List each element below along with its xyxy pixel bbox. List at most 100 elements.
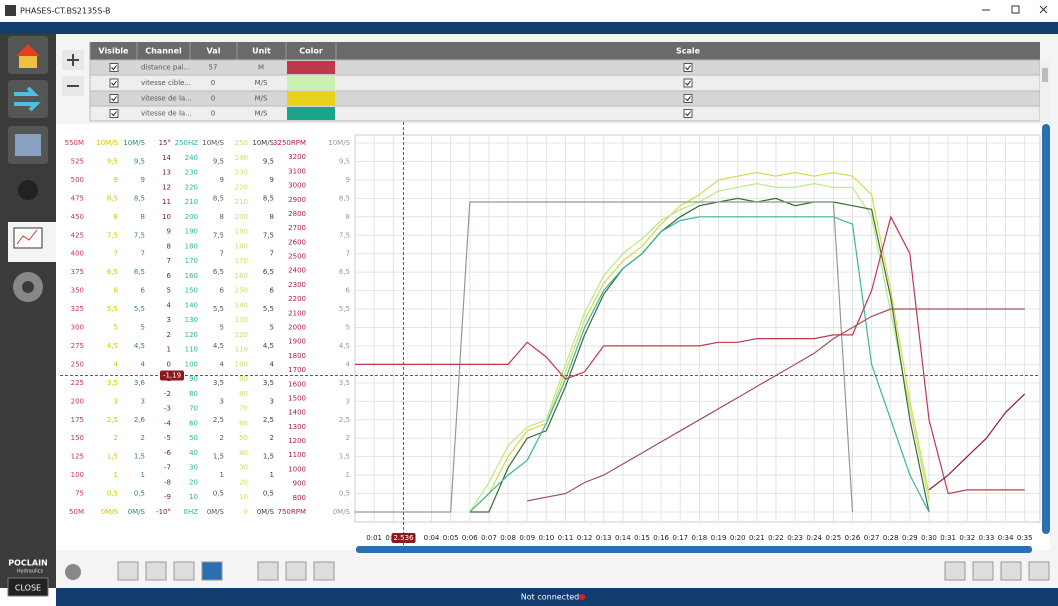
table-row[interactable] — [89, 59, 1041, 76]
scale-label: 2200 — [288, 295, 306, 303]
scale-label: 10 — [162, 213, 171, 221]
toolbar[interactable] — [65, 561, 1050, 581]
scale-label: 2900 — [288, 196, 306, 204]
window-title: PHASES-CT.BS2135S-B — [20, 7, 110, 16]
visible-checkbox[interactable] — [109, 109, 119, 118]
scale-label: 3,6 — [134, 379, 146, 387]
scale-label: 200 — [71, 397, 84, 405]
scale-label: 1000 — [288, 465, 306, 473]
x-tick-label: 0:01 — [366, 534, 382, 542]
scale-label: -8 — [164, 478, 171, 486]
x-tick-label: 0:08 — [500, 534, 516, 542]
visible-checkbox[interactable] — [109, 63, 119, 72]
val-cell: 57 — [209, 64, 218, 72]
scale-label: 2 — [220, 434, 224, 442]
table-scroll-thumb[interactable] — [1042, 68, 1048, 82]
scale-label: 800 — [293, 494, 306, 502]
scale-label: 1500 — [288, 394, 306, 402]
scale-checkbox[interactable] — [683, 109, 693, 118]
table-row[interactable] — [89, 105, 1041, 122]
scale-label: 2000 — [288, 324, 306, 332]
channel-cell: vitesse de la... — [141, 110, 192, 118]
table-row[interactable] — [89, 90, 1041, 107]
y-tick-label: 6,5 — [339, 268, 350, 276]
y-tick-label: 7,5 — [339, 231, 350, 239]
scale-checkbox[interactable] — [683, 63, 693, 72]
scale-label: 220 — [185, 183, 198, 191]
scale-label: 550M — [65, 139, 84, 147]
scale-label: 2800 — [288, 210, 306, 218]
close-button[interactable] — [7, 577, 49, 597]
visible-checkbox[interactable] — [109, 78, 119, 88]
scale-label: 6 — [114, 287, 119, 295]
color-cell[interactable] — [287, 107, 335, 120]
scale-label: 70 — [239, 405, 248, 413]
scale-label: 1 — [114, 471, 118, 479]
trace — [355, 201, 854, 513]
sidebar-buttons[interactable] — [8, 36, 56, 302]
scale-label: 7 — [114, 250, 118, 258]
scale-label: 13 — [162, 169, 171, 177]
checkmark — [111, 96, 117, 102]
val-cell: 0 — [211, 110, 215, 118]
scale-label: 0,5 — [213, 490, 224, 498]
cursor-time-box — [391, 533, 416, 543]
scale-label: -10° — [156, 508, 171, 516]
scale-label: 1 — [167, 346, 171, 354]
scale-label: 0,5 — [107, 490, 118, 498]
window-controls[interactable] — [982, 5, 1048, 14]
scale-label: 180 — [185, 242, 198, 250]
scale-label: 1 — [220, 471, 224, 479]
x-tick-label: 0:06 — [462, 534, 478, 542]
scale-label: 7,5 — [134, 231, 145, 239]
scale-label: 150 — [185, 287, 198, 295]
scale-label: 6,5 — [107, 268, 118, 276]
scale-label: 5 — [167, 287, 171, 295]
scale-label: 175 — [71, 416, 84, 424]
scale-label: 1700 — [288, 366, 306, 374]
close-label[interactable]: CLOSE — [15, 584, 41, 593]
color-cell[interactable] — [287, 61, 335, 74]
scale-label: 9 — [220, 176, 224, 184]
scale-label: 170 — [185, 257, 198, 265]
y-tick-label: 2,5 — [339, 416, 350, 424]
scale-label: 0M/S — [128, 508, 146, 516]
h-scrollbar[interactable] — [356, 546, 1032, 553]
table-scrollbar[interactable] — [1040, 60, 1050, 121]
add-remove[interactable] — [62, 50, 84, 96]
scale-label: 6 — [220, 287, 225, 295]
y-tick-label: 7 — [346, 250, 350, 258]
scale-label: 100 — [185, 360, 198, 368]
scale-label: 0M/S — [207, 508, 225, 516]
color-cell[interactable] — [287, 92, 335, 105]
checkmark — [111, 111, 117, 117]
scale-checkbox[interactable] — [683, 78, 693, 88]
scale-label: 3 — [141, 397, 145, 405]
scale-label: 3 — [167, 316, 171, 324]
scale-label: 12 — [162, 183, 171, 191]
scale-label: 1200 — [288, 437, 306, 445]
scale-checkbox[interactable] — [683, 94, 693, 103]
scale-label: 3,5 — [263, 379, 274, 387]
v-scrollbar[interactable] — [1042, 124, 1050, 534]
visible-checkbox[interactable] — [109, 94, 119, 103]
trace — [469, 216, 930, 513]
table-row[interactable] — [89, 74, 1041, 92]
scale-label: 1,5 — [134, 453, 145, 461]
x-tick-label: 0:11 — [558, 534, 574, 542]
scale-label: 10 — [239, 493, 248, 501]
scale-label: 1400 — [288, 409, 306, 417]
scale-label: 70 — [189, 405, 198, 413]
x-tick-label: 0:34 — [998, 534, 1014, 542]
scale-label: 2,5 — [107, 416, 118, 424]
scale-label: 9,5 — [213, 157, 224, 165]
y-tick-label: 1 — [346, 471, 350, 479]
scale-label: 240 — [235, 154, 248, 162]
scale-label: 4 — [167, 301, 172, 309]
scale-label: 9 — [167, 228, 171, 236]
scale-label: 170 — [235, 257, 248, 265]
color-cell[interactable] — [287, 76, 335, 90]
scale-label: 160 — [235, 272, 248, 280]
scale-label: 2700 — [288, 224, 306, 232]
channel-cell: vitesse cible... — [141, 79, 191, 87]
